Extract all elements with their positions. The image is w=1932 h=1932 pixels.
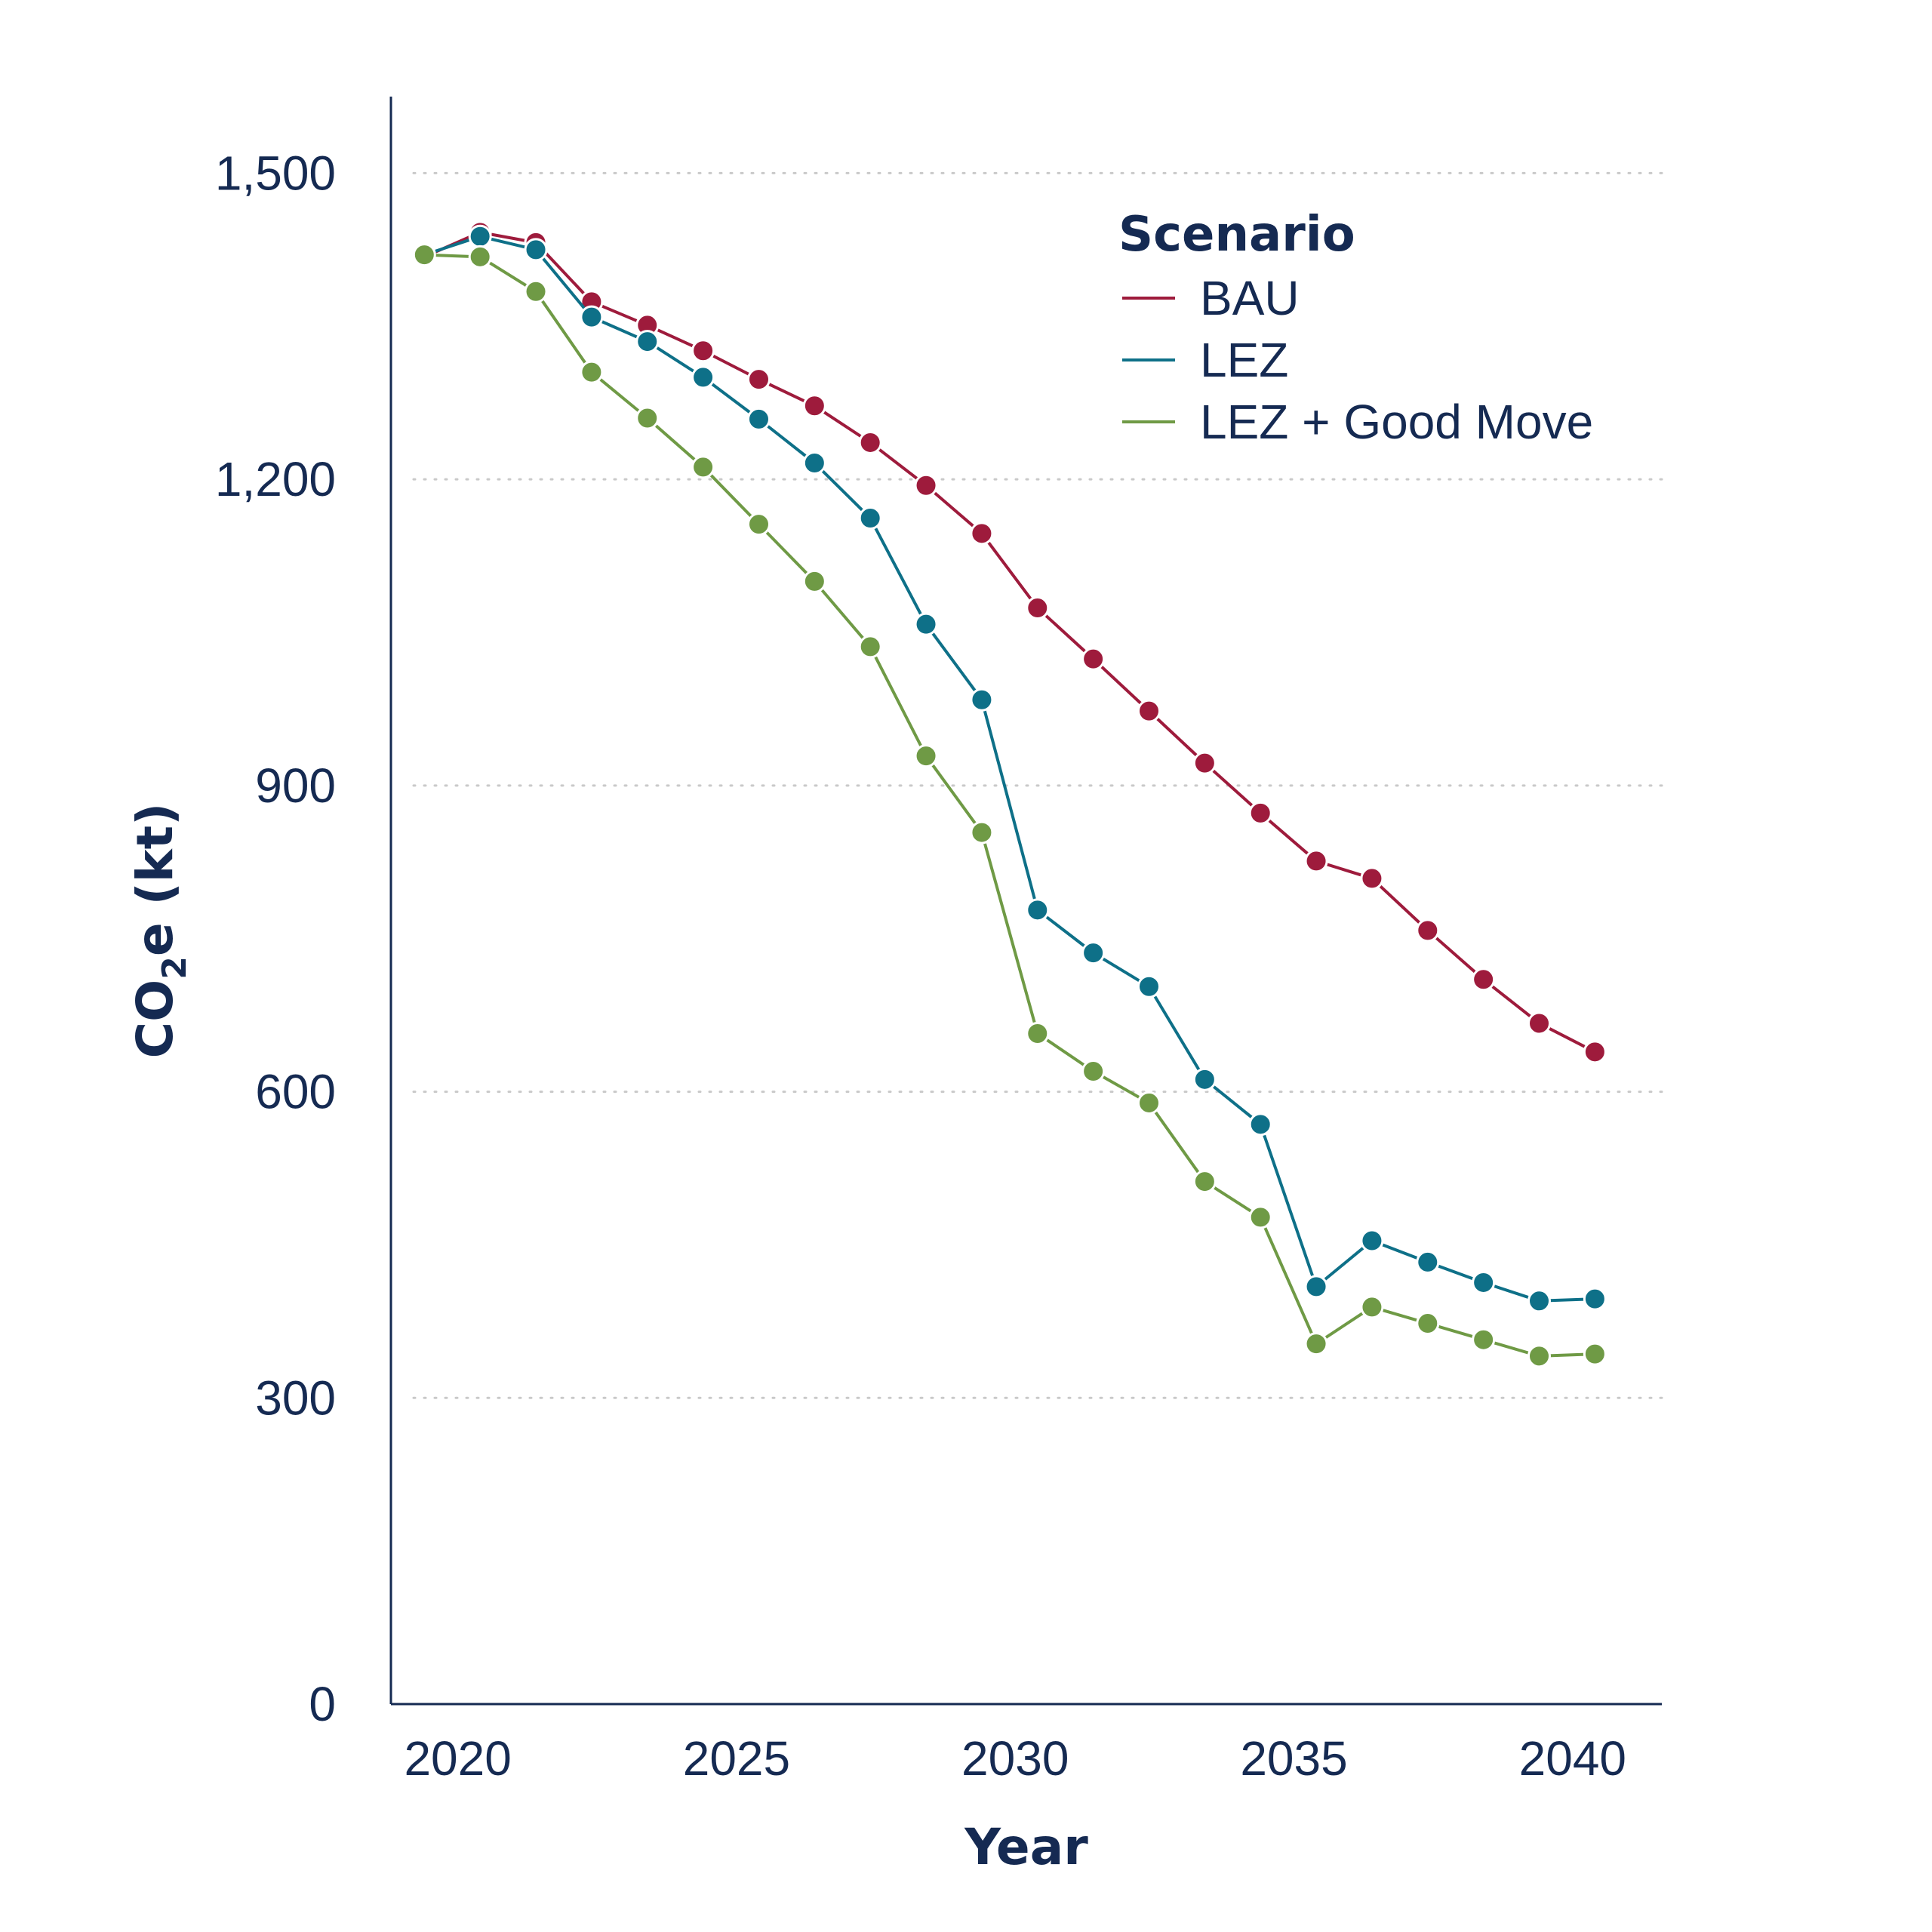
data-point xyxy=(1192,1170,1217,1194)
axes xyxy=(389,97,1662,1706)
data-point xyxy=(1081,941,1106,965)
data-point xyxy=(1081,647,1106,671)
series-lez xyxy=(412,224,1607,1313)
data-point xyxy=(970,688,994,712)
data-point xyxy=(580,360,604,384)
data-point xyxy=(746,407,771,431)
data-point xyxy=(914,612,938,636)
series-lez-good-move xyxy=(412,243,1607,1368)
y-tick-label: 300 xyxy=(255,1371,336,1425)
data-point xyxy=(412,243,436,267)
x-tick-label: 2020 xyxy=(404,1731,511,1786)
legend-label-lez-good-move: LEZ + Good Move xyxy=(1200,395,1593,449)
series-line xyxy=(423,230,1596,1054)
data-point xyxy=(1583,1342,1607,1366)
legend: Scenario BAU LEZ LEZ + Good Move xyxy=(1118,207,1593,449)
data-point xyxy=(1583,1040,1607,1064)
data-point xyxy=(802,394,826,418)
x-tick-label: 2030 xyxy=(961,1731,1069,1786)
data-point xyxy=(1137,1091,1161,1115)
data-point xyxy=(635,330,660,354)
data-point xyxy=(858,635,882,659)
legend-title: Scenario xyxy=(1118,207,1355,263)
data-point xyxy=(1360,1229,1384,1253)
data-point xyxy=(970,521,994,546)
data-point xyxy=(1416,1250,1440,1274)
data-point xyxy=(1583,1287,1607,1311)
data-point xyxy=(1360,866,1384,891)
data-point xyxy=(468,245,492,269)
series-group xyxy=(412,220,1607,1368)
data-point xyxy=(1248,801,1272,825)
data-point xyxy=(1304,849,1328,873)
data-point xyxy=(1416,918,1440,943)
data-point xyxy=(580,305,604,329)
y-axis-title-main: CO xyxy=(126,980,184,1059)
data-point xyxy=(1527,1289,1552,1313)
data-point xyxy=(691,365,715,389)
data-point xyxy=(1527,1011,1552,1035)
data-point xyxy=(970,820,994,844)
data-point xyxy=(1248,1112,1272,1137)
data-point xyxy=(746,512,771,537)
data-point xyxy=(1472,1270,1496,1294)
data-point xyxy=(1081,1060,1106,1084)
data-point xyxy=(1304,1332,1328,1356)
data-point xyxy=(524,279,548,303)
data-point xyxy=(1192,1067,1217,1091)
data-point xyxy=(1026,1021,1050,1045)
x-tick-label: 2035 xyxy=(1240,1731,1347,1786)
y-tick-label: 1,500 xyxy=(215,146,336,200)
legend-label-bau: BAU xyxy=(1200,271,1300,325)
data-point xyxy=(1137,974,1161,998)
data-point xyxy=(802,569,826,593)
data-point xyxy=(1248,1205,1272,1229)
x-axis-title: Year xyxy=(964,1818,1088,1876)
data-point xyxy=(1026,596,1050,620)
data-point xyxy=(1026,898,1050,922)
gridlines xyxy=(412,171,1663,1399)
data-point xyxy=(802,451,826,475)
data-point xyxy=(858,506,882,531)
data-point xyxy=(1137,699,1161,723)
data-point xyxy=(524,238,548,262)
y-axis-title-suffix: e (kt) xyxy=(126,803,184,957)
y-tick-label: 1,200 xyxy=(215,452,336,506)
data-point xyxy=(691,339,715,363)
data-point xyxy=(1416,1312,1440,1336)
data-point xyxy=(1192,751,1217,775)
data-point xyxy=(858,430,882,454)
data-point xyxy=(1360,1295,1384,1319)
y-tick-label: 900 xyxy=(255,758,336,813)
y-axis-title: CO2e (kt) xyxy=(126,803,194,1059)
y-tick-label: 600 xyxy=(255,1065,336,1119)
data-point xyxy=(746,368,771,392)
data-point xyxy=(635,406,660,430)
y-tick-labels: 0 300 600 900 1,200 1,500 xyxy=(215,146,336,1731)
data-point xyxy=(1304,1275,1328,1299)
y-axis-title-subscript: 2 xyxy=(155,956,194,980)
legend-label-lez: LEZ xyxy=(1200,333,1288,387)
data-point xyxy=(691,455,715,479)
data-point xyxy=(1472,1327,1496,1352)
data-point xyxy=(914,473,938,497)
series-line xyxy=(424,253,1595,1358)
data-point xyxy=(1472,968,1496,992)
x-tick-labels: 2020 2025 2030 2035 2040 xyxy=(404,1731,1626,1786)
x-tick-label: 2040 xyxy=(1519,1731,1626,1786)
data-point xyxy=(468,224,492,248)
data-point xyxy=(914,744,938,768)
x-tick-label: 2025 xyxy=(683,1731,790,1786)
series-line xyxy=(423,235,1595,1303)
data-point xyxy=(1527,1344,1552,1368)
y-tick-label: 0 xyxy=(309,1677,336,1731)
